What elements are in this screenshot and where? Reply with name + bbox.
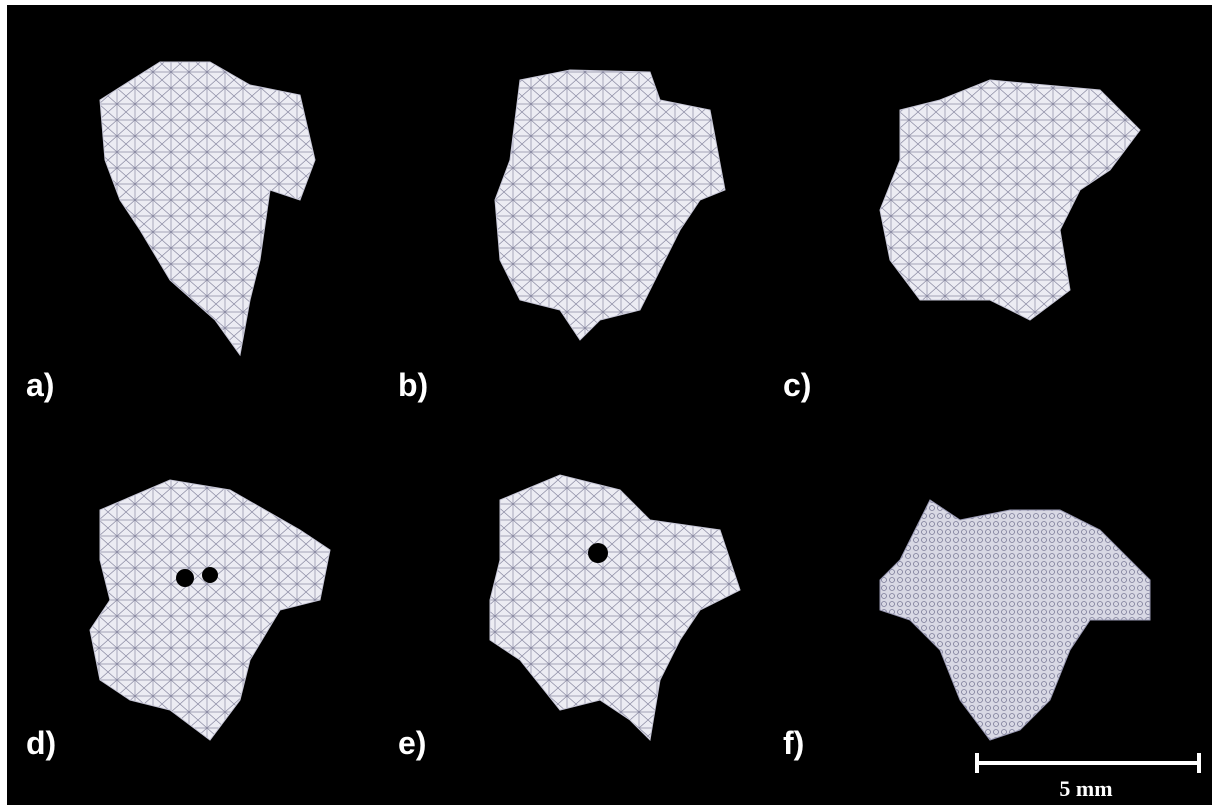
hole <box>588 543 608 563</box>
hole <box>176 569 194 587</box>
hole <box>202 567 218 583</box>
panel-label: f) <box>783 725 804 761</box>
panel-label: a) <box>26 367 54 403</box>
scale-label: 5 mm <box>1059 776 1112 801</box>
panel-label: b) <box>398 367 428 403</box>
panel-label: d) <box>26 725 56 761</box>
panel-label: c) <box>783 367 811 403</box>
figure: a) b) c) d) e) f) 5 mm <box>0 0 1215 809</box>
panel-label: e) <box>398 725 426 761</box>
